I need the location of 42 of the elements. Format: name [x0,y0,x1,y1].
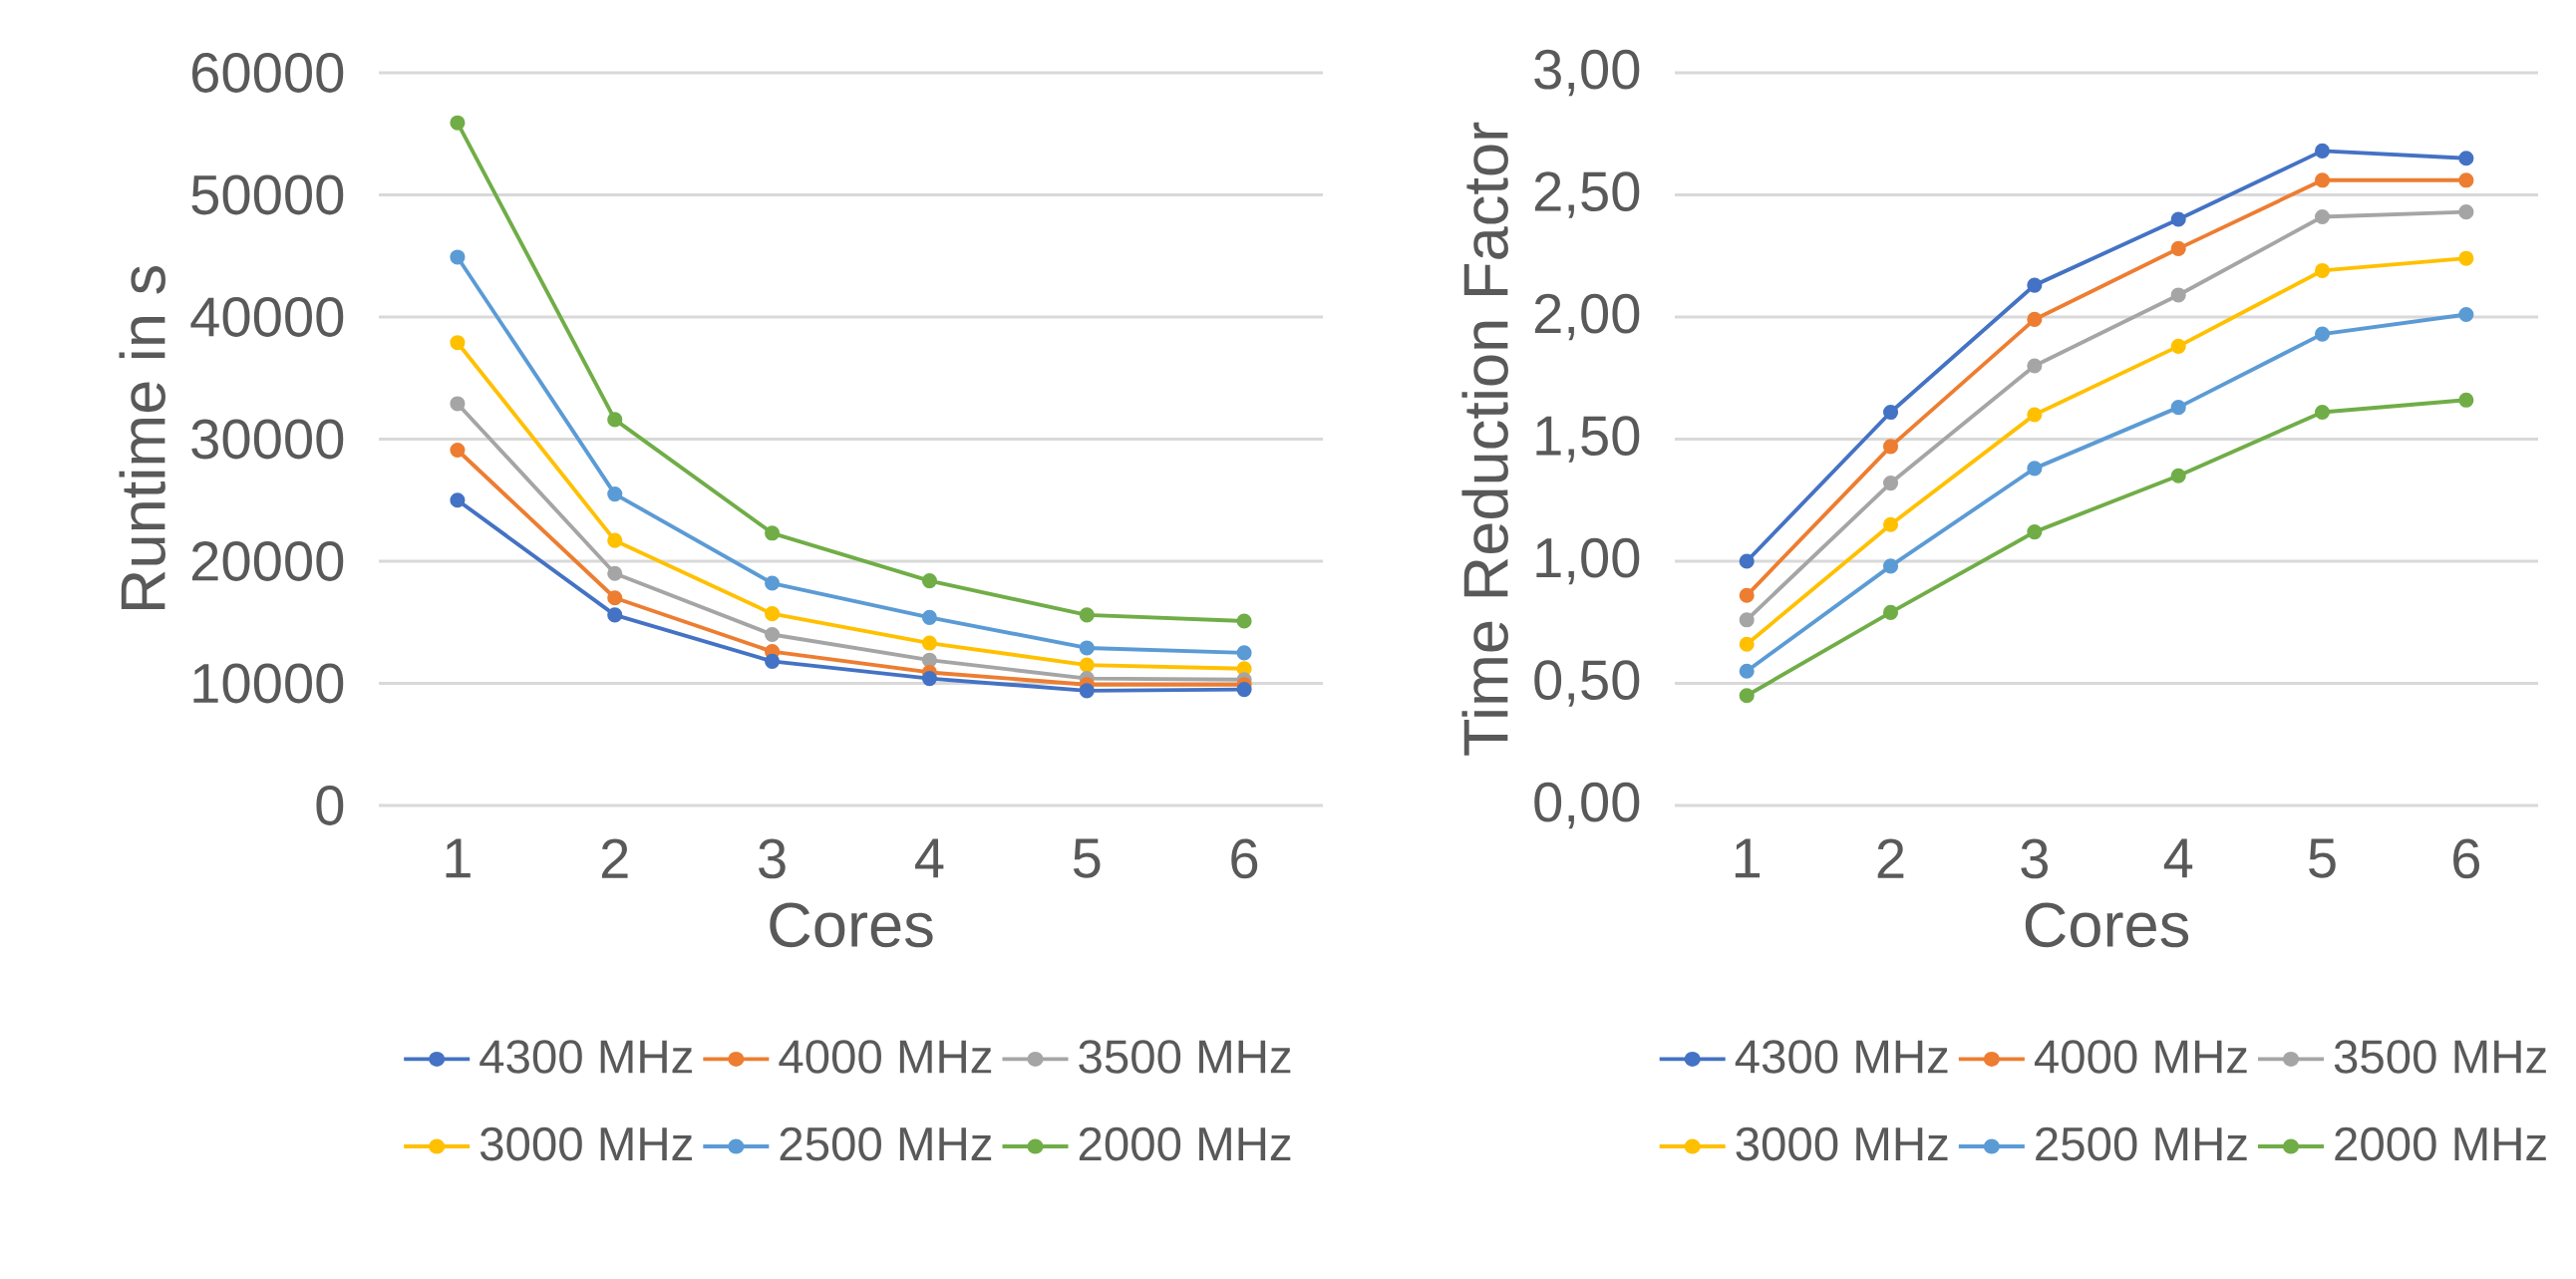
y-tick-label: 50000 [191,174,344,215]
x-tick-label: 2 [1877,838,1904,878]
y-tick-label: 40000 [190,297,344,337]
y-tick-label: 1,00 [1536,537,1640,585]
y-tick-label: 30000 [191,419,344,460]
legend-label: 4300 MHz [480,1040,692,1074]
y-tick-label: 20000 [191,541,344,581]
x-tick-label: 3 [2021,838,2048,879]
y-tick-label: 10000 [193,663,344,704]
legend-label: 2500 MHz [2036,1126,2247,1161]
y-tick-label: 2,00 [1534,293,1640,341]
y-tick-label: 0 [316,786,344,825]
y-tick-label: 0,50 [1534,660,1640,707]
x-tick-label: 5 [1073,838,1101,878]
x-tick-label: 5 [2309,838,2336,878]
x-tick-label: 3 [759,838,786,879]
legend-label: 2000 MHz [2335,1126,2546,1161]
y-axis-title: Time Reduction Factor [1461,122,1508,756]
x-axis-title: Cores [2025,902,2189,948]
legend-label: 2000 MHz [1079,1126,1291,1161]
y-tick-label: 0,00 [1534,782,1640,829]
y-tick-label: 1,50 [1536,416,1640,463]
legend-label: 2500 MHz [780,1126,992,1161]
y-tick-label: 3,00 [1534,49,1640,97]
legend-label: 4000 MHz [779,1040,992,1074]
x-tick-label: 2 [601,838,628,878]
legend-label: 3500 MHz [1079,1040,1291,1074]
x-tick-label: 4 [2163,838,2193,878]
legend-label: 3000 MHz [1736,1126,1948,1161]
legend-label: 3000 MHz [480,1126,692,1161]
x-tick-label: 4 [915,838,944,878]
x-tick-label: 1 [446,838,471,878]
y-tick-label: 60000 [191,53,344,93]
legend-label: 4000 MHz [2034,1040,2247,1074]
x-axis-title: Cores [770,902,933,948]
x-tick-label: 6 [1231,838,1258,879]
y-axis-title: Runtime in s [119,266,165,610]
legend-label: 4300 MHz [1735,1040,1948,1074]
x-tick-label: 1 [1735,838,1761,878]
y-tick-label: 2,50 [1534,171,1640,218]
x-tick-label: 6 [2453,838,2479,879]
legend-label: 3500 MHz [2334,1040,2546,1074]
